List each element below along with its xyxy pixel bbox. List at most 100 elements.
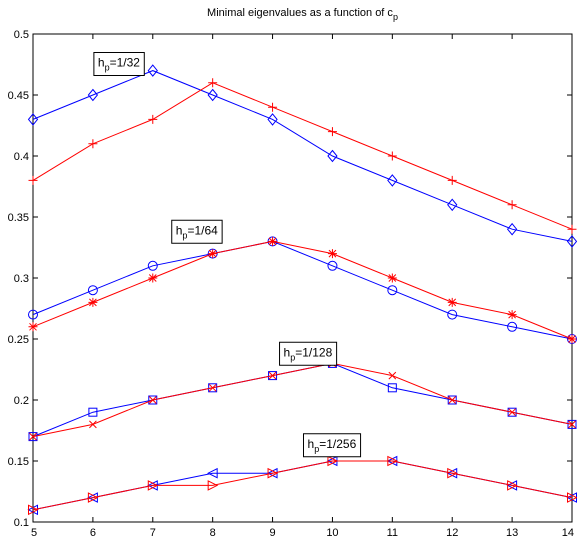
annotation-box: hp=1/128 — [279, 341, 338, 366]
data-point-star — [148, 273, 158, 283]
y-tick-label: 0.4 — [14, 151, 29, 163]
data-point-plus — [208, 78, 218, 88]
data-point-star — [507, 310, 517, 320]
series-8 — [28, 455, 577, 516]
series-1 — [27, 64, 577, 248]
data-point-diamond — [27, 113, 39, 126]
data-point-square — [567, 419, 577, 429]
data-point-triangle-right — [567, 492, 577, 503]
data-point-x — [29, 432, 37, 441]
data-point-diamond — [387, 174, 398, 187]
data-point-square — [268, 371, 278, 381]
chart-title-subscript: p — [393, 12, 398, 22]
annotation-label: hp=1/256 — [308, 437, 357, 454]
data-point-star — [28, 322, 38, 332]
annotation-suffix: =1/128 — [295, 345, 332, 359]
data-point-square — [148, 395, 158, 405]
x-tick-label: 14 — [562, 527, 574, 539]
annotation-subscript: p — [105, 63, 110, 73]
series-7 — [27, 455, 577, 516]
annotation-frame — [303, 433, 362, 458]
data-point-triangle-right — [507, 480, 518, 491]
data-point-x — [568, 420, 576, 429]
y-tick-label: 0.1 — [14, 517, 29, 529]
data-point-x — [208, 383, 217, 392]
chart-title-main: Minimal eigenvalues as a function of c — [207, 7, 393, 19]
y-tick-label: 0.45 — [8, 90, 29, 102]
data-point-plus — [447, 175, 457, 185]
x-tick-label: 5 — [31, 527, 37, 539]
data-point-diamond — [267, 113, 278, 126]
y-tick-label: 0.35 — [8, 212, 29, 224]
x-tick-label: 9 — [269, 527, 275, 539]
series-line — [32, 460, 573, 511]
annotation-label: hp=1/32 — [98, 56, 140, 73]
series-line — [32, 82, 573, 230]
data-point-x — [448, 396, 457, 404]
y-tick-label: 0.5 — [14, 29, 29, 41]
data-point-plus — [88, 139, 98, 149]
data-point-star — [567, 334, 577, 344]
plot-area: 5 6 7 8 9 10 11 12 13 14 0.1 0.15 0.2 0.25 0.3 0.35 0.4 0… — [8, 29, 577, 539]
data-point-triangle-right — [387, 455, 398, 467]
annotation-suffix: =1/256 — [319, 437, 356, 451]
data-point-diamond — [87, 88, 99, 102]
data-point-square — [507, 407, 517, 417]
series-2 — [28, 78, 577, 234]
data-point-diamond — [147, 64, 158, 77]
series-line — [32, 70, 573, 242]
annotation-box: hp=1/32 — [93, 52, 145, 76]
data-point-triangle-left — [207, 467, 218, 479]
data-point-square — [88, 407, 98, 417]
y-tick-label: 0.2 — [14, 395, 29, 407]
data-point-plus — [327, 127, 337, 137]
data-point-triangle-right — [327, 455, 339, 467]
series-line — [32, 240, 573, 340]
data-point-triangle-right — [147, 480, 159, 491]
x-tick-label: 6 — [90, 527, 96, 539]
annotation-prefix: h — [176, 223, 183, 237]
annotation-prefix: h — [98, 56, 105, 70]
data-point-circle — [28, 309, 38, 320]
data-point-plus — [387, 151, 397, 161]
annotation-box: hp=1/64 — [171, 219, 223, 244]
data-point-x — [89, 420, 97, 429]
data-point-triangle-right — [267, 467, 279, 479]
annotation-label: hp=1/64 — [176, 223, 218, 240]
series-line — [32, 240, 573, 340]
data-point-diamond — [207, 88, 218, 102]
data-point-star — [447, 297, 457, 307]
data-point-triangle-right — [447, 467, 458, 479]
y-tick-label: 0.3 — [14, 273, 29, 285]
data-point-triangle-right — [87, 492, 99, 503]
data-point-triangle-right — [28, 504, 39, 516]
data-point-x — [268, 371, 277, 380]
annotation-prefix: h — [308, 437, 315, 451]
y-tick-label: 0.15 — [8, 456, 29, 468]
data-point-plus — [28, 175, 38, 185]
data-point-circle — [327, 260, 338, 271]
data-point-x — [508, 408, 516, 417]
data-point-diamond — [566, 235, 577, 248]
chart-title: Minimal eigenvalues as a function of cp — [207, 7, 398, 22]
annotation-subscript: p — [182, 230, 187, 240]
data-point-plus — [507, 200, 517, 210]
y-tick-label: 0.25 — [8, 334, 29, 346]
annotation-subscript: p — [314, 444, 319, 454]
data-point-diamond — [506, 222, 518, 236]
data-point-square — [28, 432, 38, 442]
x-tick-label: 7 — [150, 527, 156, 539]
x-tick-label: 10 — [326, 527, 338, 539]
data-point-plus — [567, 224, 577, 234]
data-point-circle — [87, 285, 98, 296]
annotation-suffix: =1/64 — [187, 223, 218, 237]
data-point-x — [148, 396, 157, 404]
data-point-plus — [268, 102, 278, 112]
data-point-circle — [147, 260, 158, 271]
series-line — [32, 460, 573, 511]
data-point-diamond — [327, 149, 338, 163]
plot-frame — [32, 33, 573, 523]
data-point-plus — [148, 114, 158, 124]
data-point-star — [387, 273, 397, 283]
